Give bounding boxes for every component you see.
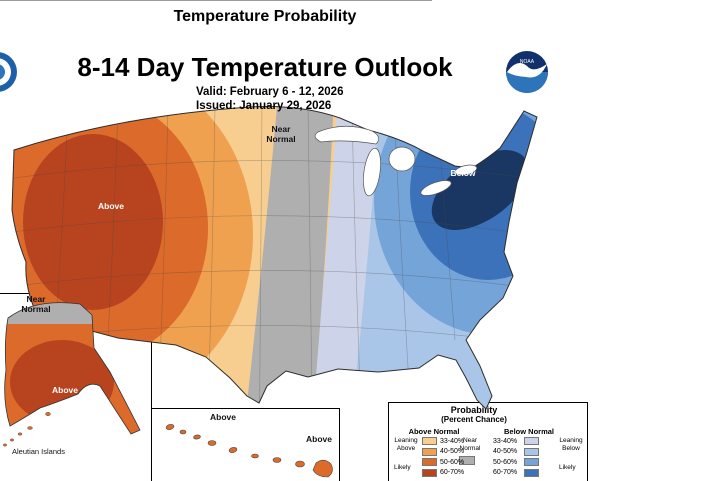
legend-row: 33-40% bbox=[493, 436, 539, 447]
valid-label: Valid: bbox=[196, 86, 227, 98]
valid-value: February 6 - 12, 2026 bbox=[229, 86, 344, 98]
alaska-above-label: Above bbox=[52, 385, 78, 395]
legend-row: 50-60% bbox=[493, 457, 539, 468]
legend-swatch bbox=[422, 447, 437, 456]
lake-superior bbox=[314, 125, 380, 145]
legend-swatch bbox=[524, 458, 539, 467]
legend-range-label: 60-70% bbox=[440, 469, 465, 477]
legend-range-label: 33-40% bbox=[440, 437, 465, 445]
conus-near-normal-label: Near Normal bbox=[266, 124, 296, 145]
legend-leaning-below-label: Leaning Below bbox=[559, 437, 583, 453]
legend-swatch bbox=[422, 437, 437, 446]
issued-date-line: Issued: January 29, 2026 bbox=[196, 100, 334, 112]
below-50-60-region bbox=[374, 106, 537, 335]
below-60-70-region bbox=[410, 106, 537, 280]
legend-title: Probability bbox=[450, 405, 498, 415]
legend-range-label: 33-40% bbox=[493, 437, 518, 445]
legend-above-normal-header: Above Normal bbox=[408, 427, 460, 436]
legend-range-label: 60-70% bbox=[493, 469, 518, 477]
legend-row: 33-40% bbox=[422, 436, 464, 447]
hawaii-above-label-2: Above bbox=[306, 434, 332, 444]
below-likely-region bbox=[431, 150, 529, 230]
great-lakes bbox=[314, 125, 478, 197]
legend-range-label: 40-50% bbox=[493, 448, 518, 456]
legend-swatch bbox=[422, 468, 437, 477]
lake-huron bbox=[388, 146, 416, 172]
legend-leaning-above-label: Leaning Above bbox=[394, 437, 418, 453]
conus-below-label: Below bbox=[450, 168, 476, 178]
legend-below-rows: 33-40% 40-50% 50-60% 60-70% bbox=[493, 436, 539, 478]
above-60-70-region bbox=[23, 134, 163, 310]
legend-likely-below-label: Likely bbox=[559, 464, 576, 471]
top-divider bbox=[0, 0, 432, 1]
legend-above-rows: 33-40% 40-50% 50-60% 60-70% bbox=[422, 436, 464, 478]
legend-swatch bbox=[422, 458, 437, 467]
legend-swatch bbox=[524, 447, 539, 456]
issued-label: Issued: bbox=[196, 100, 237, 112]
legend-row: 60-70% bbox=[422, 468, 464, 479]
lake-erie bbox=[420, 180, 452, 196]
legend-row: 40-50% bbox=[422, 447, 464, 458]
legend-near-normal-swatch bbox=[459, 456, 475, 465]
legend-swatch bbox=[524, 437, 539, 446]
noaa-logo: NOAA bbox=[506, 51, 548, 93]
valid-date-line: Valid: February 6 - 12, 2026 bbox=[196, 86, 346, 98]
legend-swatch bbox=[524, 468, 539, 477]
conus-above-label: Above bbox=[98, 201, 124, 211]
legend-subtitle: (Percent Chance) bbox=[441, 415, 507, 424]
legend-row: 60-70% bbox=[493, 468, 539, 479]
issued-value: January 29, 2026 bbox=[239, 100, 332, 112]
legend-below-normal-header: Below Normal bbox=[503, 427, 554, 436]
legend-range-label: 50-60% bbox=[440, 458, 465, 466]
lake-michigan bbox=[363, 147, 381, 197]
legend-row: 50-60% bbox=[422, 457, 464, 468]
outlook-title: 8-14 Day Temperature Outlook bbox=[77, 52, 453, 82]
legend-row: 40-50% bbox=[493, 447, 539, 458]
legend-range-label: 40-50% bbox=[440, 448, 465, 456]
legend-range-label: 50-60% bbox=[493, 458, 518, 466]
aleutian-islands-label: Aleutian Islands bbox=[12, 447, 65, 456]
alaska-near-normal-label: Near Normal bbox=[21, 294, 51, 315]
probability-legend: Probability (Percent Chance) Above Norma… bbox=[388, 402, 588, 481]
noaa-logo-text: NOAA bbox=[520, 59, 535, 65]
hawaii-above-label-1: Above bbox=[210, 412, 236, 422]
nws-logo-partial bbox=[0, 52, 17, 92]
legend-near-normal-label: Near Normal bbox=[459, 437, 481, 453]
legend-likely-above-label: Likely bbox=[394, 464, 411, 471]
page-title: Temperature Probability bbox=[173, 8, 357, 25]
